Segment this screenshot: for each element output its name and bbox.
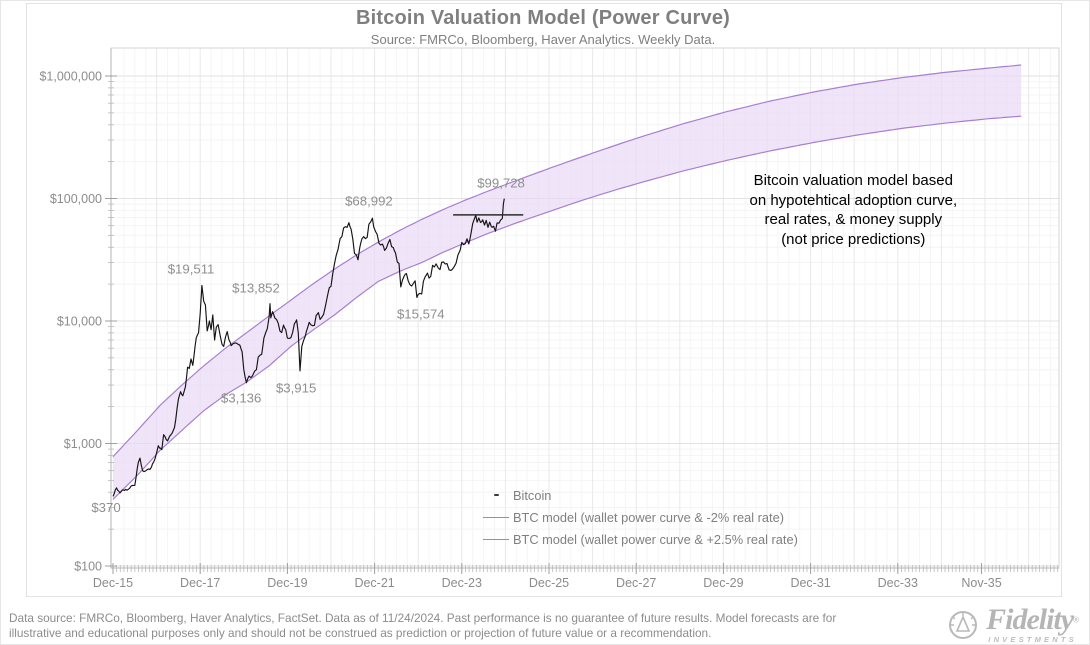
x-tick-label: Dec-25 xyxy=(529,576,569,590)
price-annotation: $19,511 xyxy=(168,261,215,276)
x-tick-label: Dec-21 xyxy=(354,576,394,590)
y-axis: $100 $1,000 $10,000 $100,000 $1,000,000 xyxy=(39,48,117,574)
chart-title: Bitcoin Valuation Model (Power Curve) xyxy=(355,7,731,29)
legend-item-model-upper: BTC model (wallet power curve & -2% real… xyxy=(479,506,798,528)
x-axis: Dec-15 Dec-17 Dec-19 Dec-21 Dec-23 Dec-25 Dec-… xyxy=(93,563,1059,590)
x-tick-label: Dec-33 xyxy=(878,576,918,590)
model-note-line: (not price predictions) xyxy=(781,230,926,248)
legend-label: Bitcoin xyxy=(513,487,552,503)
x-tick-label: Dec-17 xyxy=(180,576,220,590)
model-lower-marker-glyph xyxy=(483,538,509,540)
bitcoin-dot-marker xyxy=(479,494,513,496)
x-tick-label: Dec-29 xyxy=(703,576,743,590)
price-annotation: $3,915 xyxy=(276,380,316,395)
model-note: Bitcoin valuation model based on hypoteh… xyxy=(688,171,1018,249)
x-tick-label: Nov-35 xyxy=(961,576,1001,590)
legend-item-bitcoin: Bitcoin xyxy=(479,484,798,506)
model-lower-line xyxy=(112,115,1022,500)
price-annotations: $370 $19,511 $13,852 $3,136 $3,915 $68,992 $15… xyxy=(91,175,525,515)
y-tick-label: $1,000 xyxy=(64,437,102,451)
price-annotation: $370 xyxy=(91,500,120,515)
y-tick-label: $10,000 xyxy=(57,315,102,329)
model-upper-line-marker xyxy=(479,516,513,518)
registered-mark: ® xyxy=(1073,615,1079,625)
legend-item-model-lower: BTC model (wallet power curve & +2.5% re… xyxy=(479,528,798,550)
legend: Bitcoin BTC model (wallet power curve & … xyxy=(479,484,798,550)
fidelity-pyramid-icon xyxy=(949,611,978,639)
x-tick-label: Dec-15 xyxy=(93,576,133,590)
price-annotation: $13,852 xyxy=(232,280,280,295)
disclaimer: Data source: FMRCo, Bloomberg, Haver Ana… xyxy=(9,611,929,641)
model-upper-marker-glyph xyxy=(483,516,509,518)
x-tick-label: Dec-19 xyxy=(267,576,307,590)
chart-subtitle: Source: FMRCo, Bloomberg, Haver Analytic… xyxy=(370,32,716,47)
fidelity-investments-label: INVESTMENTS xyxy=(988,635,1077,644)
model-note-line: on hypotehtical adoption curve, xyxy=(749,191,958,209)
model-upper-line xyxy=(112,64,1022,458)
model-note-line: real rates, & money supply xyxy=(764,211,943,229)
x-tick-label: Dec-27 xyxy=(616,576,656,590)
legend-label: BTC model (wallet power curve & +2.5% re… xyxy=(513,531,798,547)
bitcoin-marker-glyph xyxy=(493,494,499,496)
model-note-line: Bitcoin valuation model based xyxy=(753,172,953,190)
price-annotation: $99,728 xyxy=(477,175,525,190)
disclaimer-line-2: illustrative and educational purposes on… xyxy=(9,626,712,640)
fidelity-wordmark: Fidelity xyxy=(986,603,1074,636)
model-lower-line-marker xyxy=(479,538,513,540)
legend-label: BTC model (wallet power curve & -2% real… xyxy=(513,509,784,525)
fidelity-logo: Fidelity® INVESTMENTS xyxy=(942,605,1079,644)
model-band xyxy=(112,64,1022,500)
bitcoin-price-line xyxy=(112,198,505,497)
x-tick-label: Dec-31 xyxy=(790,576,830,590)
price-annotation: $68,992 xyxy=(345,193,393,208)
price-annotation: $15,574 xyxy=(397,307,445,322)
x-tick-label: Dec-23 xyxy=(442,576,482,590)
y-tick-label: $100 xyxy=(74,560,102,574)
y-tick-label: $1,000,000 xyxy=(39,70,102,84)
price-annotation: $3,136 xyxy=(221,391,261,406)
y-tick-label: $100,000 xyxy=(50,192,102,206)
disclaimer-line-1: Data source: FMRCo, Bloomberg, Haver Ana… xyxy=(9,611,837,625)
